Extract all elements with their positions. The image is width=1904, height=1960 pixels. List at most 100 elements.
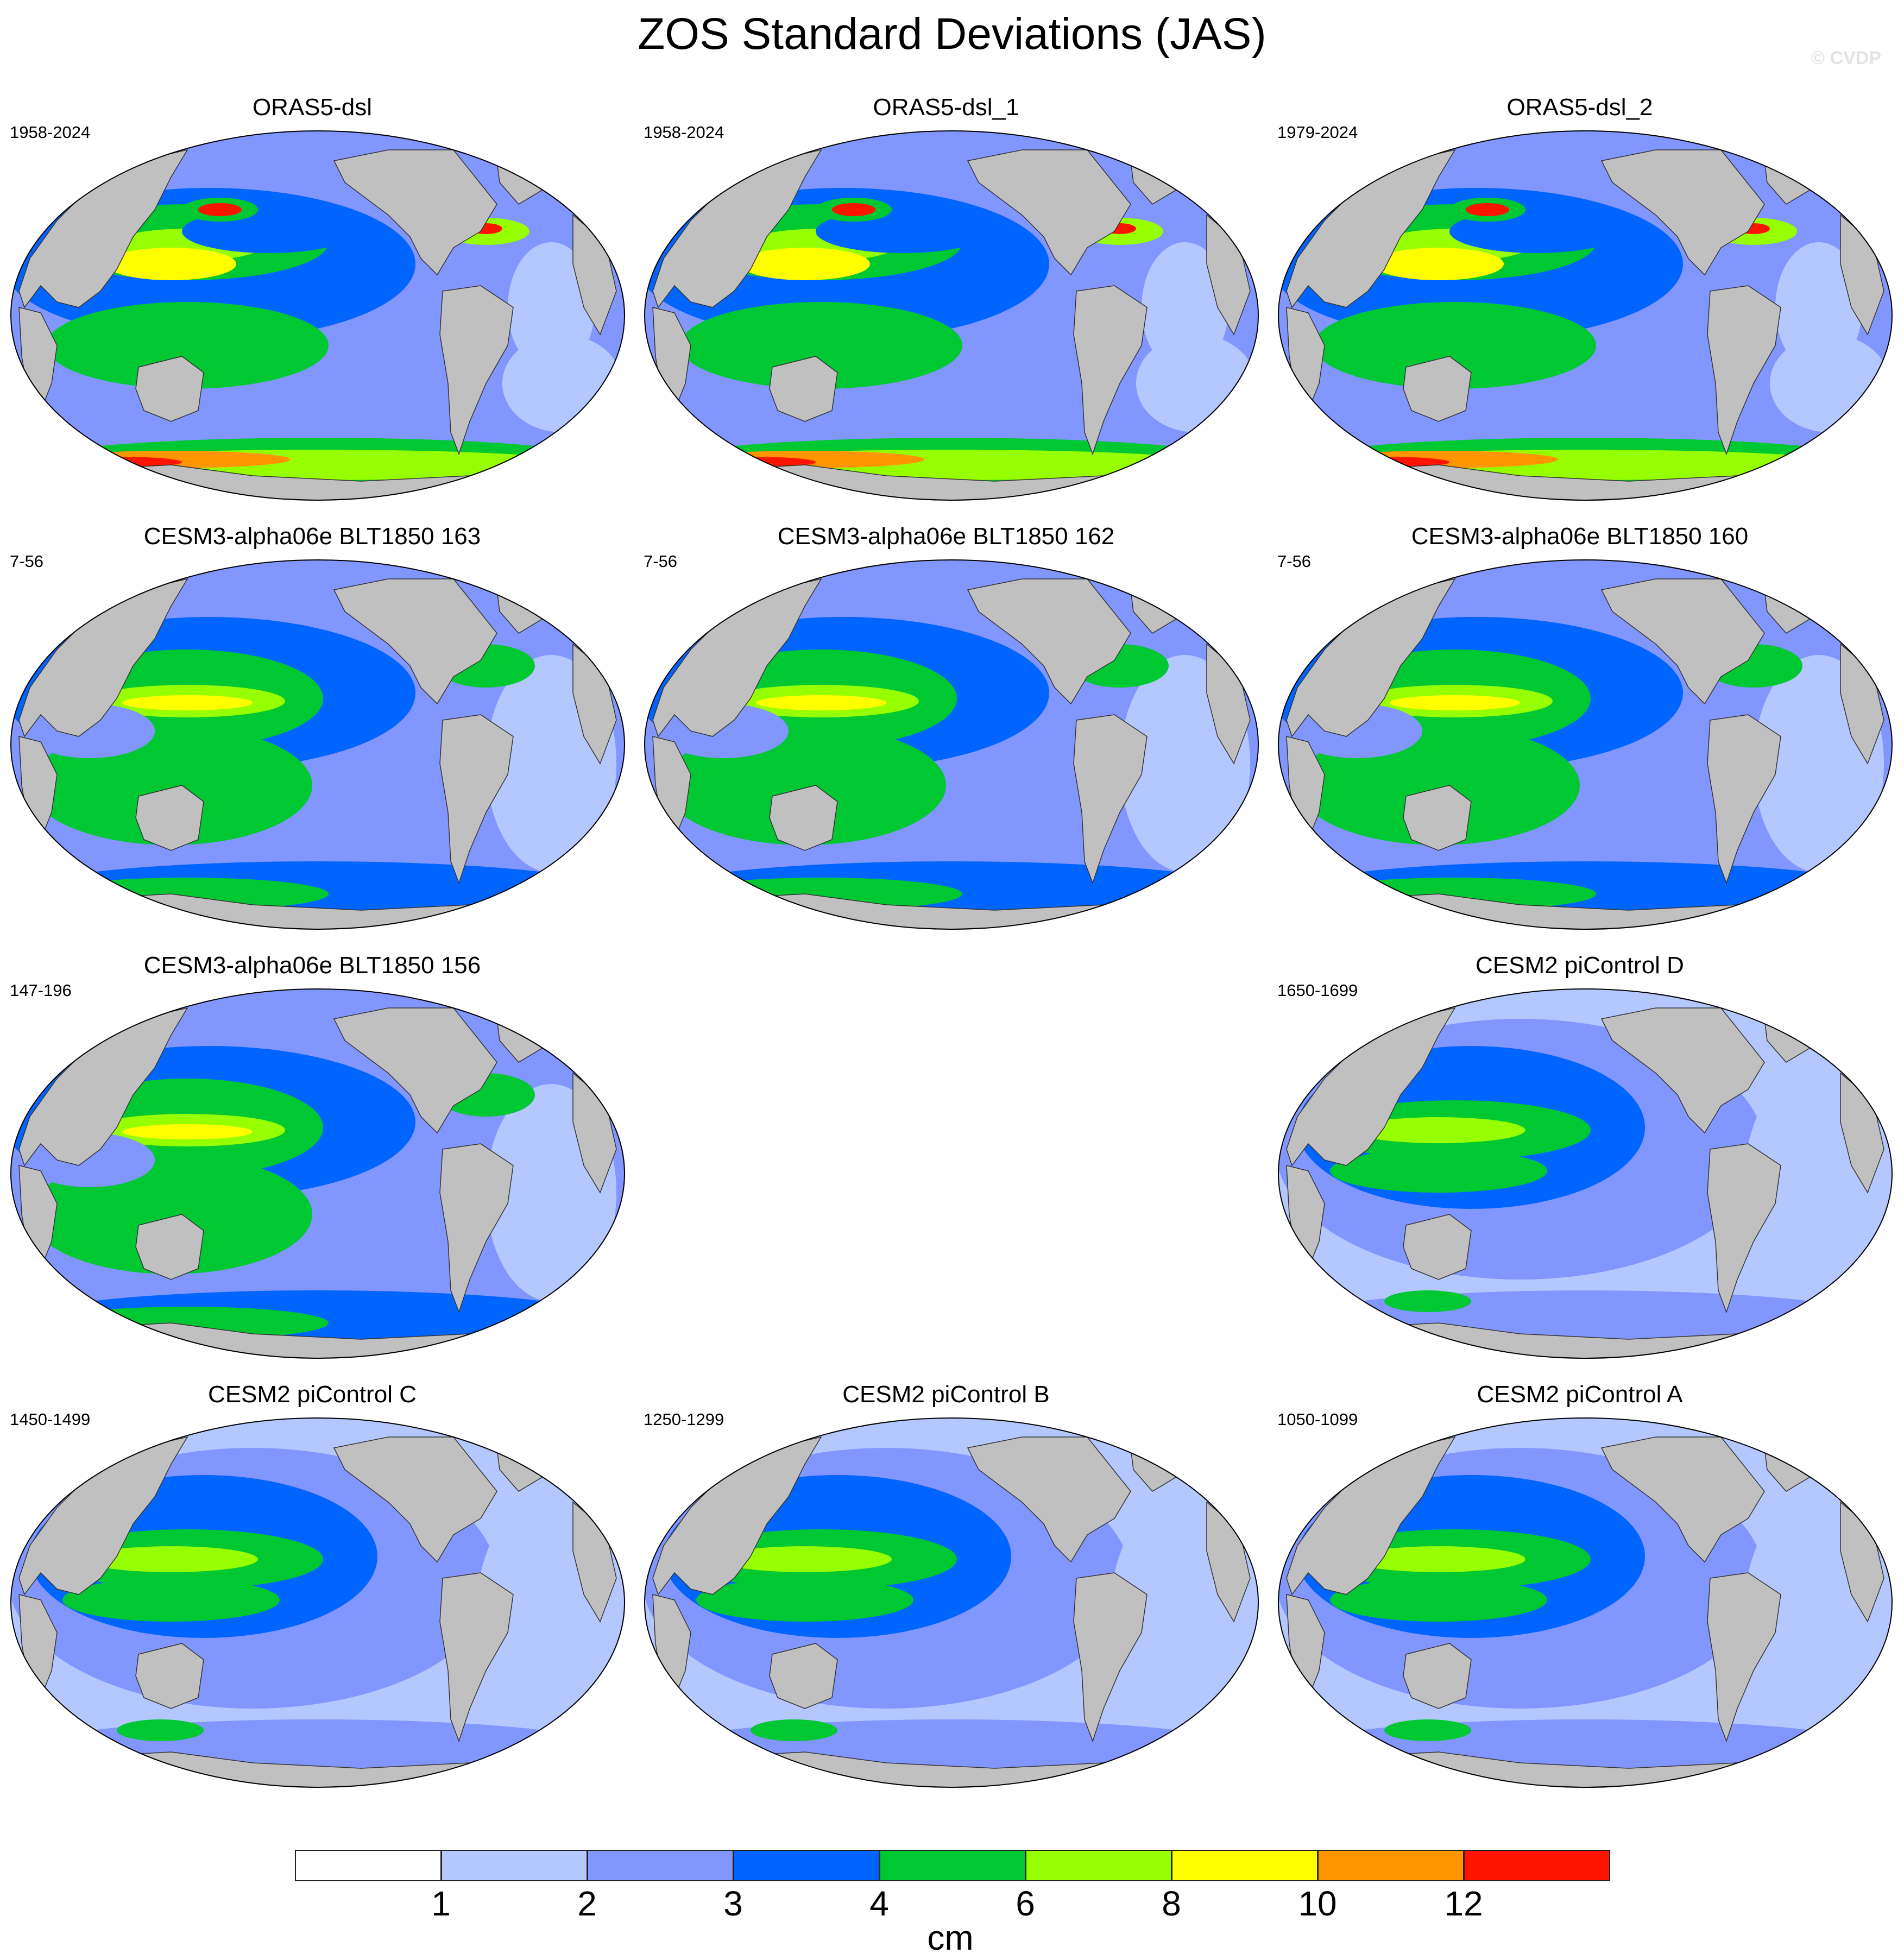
- anomaly-band: [1775, 242, 1862, 373]
- colorbar: [295, 1850, 1610, 1881]
- panel-title: ORAS5-dsl_1: [873, 94, 1019, 121]
- map-outline: [10, 1417, 625, 1788]
- colorbar-box: [1171, 1850, 1318, 1881]
- land-australia: [1403, 356, 1472, 422]
- land-australia: [135, 1214, 204, 1280]
- colorbar-tick-label: 1: [431, 1884, 451, 1923]
- colorbar-box: [441, 1850, 588, 1881]
- anomaly-band: [1142, 242, 1228, 373]
- map-panel: CESM3-alpha06e BLT1850 156 147-196: [0, 950, 625, 1374]
- colorbar-box: [1025, 1850, 1172, 1881]
- anomaly-band: [756, 695, 886, 710]
- colorbar-tick-label: 2: [577, 1884, 597, 1923]
- land-south-america: [439, 1143, 514, 1314]
- anomaly-band: [1352, 1546, 1525, 1572]
- colorbar-box: [733, 1850, 880, 1881]
- panel-title: CESM3-alpha06e BLT1850 162: [777, 523, 1115, 550]
- world-map: [1276, 1415, 1895, 1790]
- map-panel: CESM3-alpha06e BLT1850 160 7-56: [1268, 521, 1895, 945]
- anomaly-band: [84, 1546, 258, 1572]
- anomaly-band: [740, 248, 870, 280]
- land-australia: [1403, 785, 1472, 851]
- anomaly-band: [1352, 1117, 1525, 1143]
- anomaly-band: [1314, 302, 1596, 389]
- panel-years: 1250-1299: [644, 1410, 724, 1429]
- panel-title: CESM3-alpha06e BLT1850 156: [143, 952, 481, 979]
- land-south-america: [439, 1572, 514, 1743]
- anomaly-band: [1330, 1578, 1547, 1622]
- map-panel: CESM2 piControl B 1250-1299: [634, 1379, 1259, 1803]
- map-panel: CESM3-alpha06e BLT1850 162 7-56: [634, 521, 1261, 945]
- colorbar-box: [587, 1850, 734, 1881]
- map-panel: CESM2 piControl C 1450-1499: [0, 1379, 625, 1803]
- colorbar-tick-label: 12: [1444, 1884, 1483, 1923]
- anomaly-band: [751, 1719, 837, 1741]
- map-panel: ORAS5-dsl_2 1979-2024: [1268, 92, 1895, 516]
- land-south-america: [1707, 1572, 1781, 1743]
- world-map: [642, 557, 1261, 932]
- anomaly-band: [1384, 1290, 1471, 1312]
- world-map: [8, 128, 627, 503]
- panel-title: CESM2 piControl B: [842, 1381, 1050, 1408]
- land-south-america: [1073, 1572, 1148, 1743]
- world-map: [1276, 128, 1895, 503]
- panel-years: 7-56: [644, 552, 678, 571]
- land-south-america: [1073, 285, 1148, 456]
- land-north-america: [333, 1436, 497, 1563]
- anomaly-band: [832, 203, 875, 216]
- colorbar-tick-label: 3: [723, 1884, 743, 1923]
- panel-title: CESM2 piControl C: [208, 1381, 417, 1408]
- anomaly-band: [680, 302, 962, 389]
- land-australia: [135, 1643, 204, 1709]
- map-outline: [1278, 988, 1893, 1359]
- anomaly-band: [1201, 449, 1258, 470]
- land-north-america: [1600, 1436, 1765, 1563]
- map-panel: ORAS5-dsl 1958-2024: [0, 92, 625, 516]
- map-panel: CESM2 piControl D 1650-1699: [1268, 950, 1895, 1374]
- land-south-america: [1707, 1143, 1781, 1314]
- anomaly-band: [46, 302, 329, 389]
- panel-title: ORAS5-dsl: [252, 94, 373, 121]
- anomaly-band: [1466, 203, 1509, 216]
- colorbar-tick-label: 6: [1016, 1884, 1035, 1923]
- anomaly-band: [198, 203, 242, 216]
- land-north-america: [333, 1007, 497, 1134]
- anomaly-band: [62, 1578, 280, 1622]
- anomaly-band: [1835, 449, 1892, 470]
- map-outline: [10, 988, 625, 1359]
- land-australia: [769, 356, 838, 422]
- panel-years: 1650-1699: [1277, 981, 1358, 1000]
- land-north-america: [1600, 149, 1765, 276]
- anomaly-band: [1384, 1719, 1471, 1741]
- map-outline: [10, 130, 625, 501]
- panel-years: 1958-2024: [644, 123, 724, 142]
- colorbar-tick-label: 4: [869, 1884, 889, 1923]
- world-map: [8, 986, 627, 1361]
- figure-title: ZOS Standard Deviations (JAS): [638, 9, 1266, 59]
- world-map: [1276, 557, 1895, 932]
- world-map: [8, 557, 627, 932]
- anomaly-band: [106, 248, 236, 280]
- panel-years: 1450-1499: [10, 1410, 91, 1429]
- land-australia: [1403, 1643, 1472, 1709]
- map-outline: [644, 130, 1259, 501]
- panel-years: 1958-2024: [10, 123, 91, 142]
- land-south-america: [1707, 285, 1781, 456]
- land-australia: [135, 785, 204, 851]
- colorbar-tick-label: 8: [1162, 1884, 1181, 1923]
- land-south-america: [1707, 714, 1781, 885]
- anomaly-band: [508, 242, 595, 373]
- map-panel: CESM3-alpha06e BLT1850 163 7-56: [0, 521, 625, 945]
- land-australia: [1403, 1214, 1472, 1280]
- panel-title: CESM2 piControl A: [1477, 1381, 1683, 1408]
- colorbar-box: [879, 1850, 1026, 1881]
- map-outline: [10, 559, 625, 930]
- land-north-america: [967, 1436, 1131, 1563]
- panel-years: 1050-1099: [1277, 1410, 1358, 1429]
- anomaly-band: [1330, 1149, 1547, 1193]
- anomaly-band: [1390, 695, 1520, 710]
- colorbar-box: [1317, 1850, 1464, 1881]
- anomaly-band: [122, 1124, 253, 1139]
- world-map: [1276, 986, 1895, 1361]
- land-north-america: [967, 578, 1131, 705]
